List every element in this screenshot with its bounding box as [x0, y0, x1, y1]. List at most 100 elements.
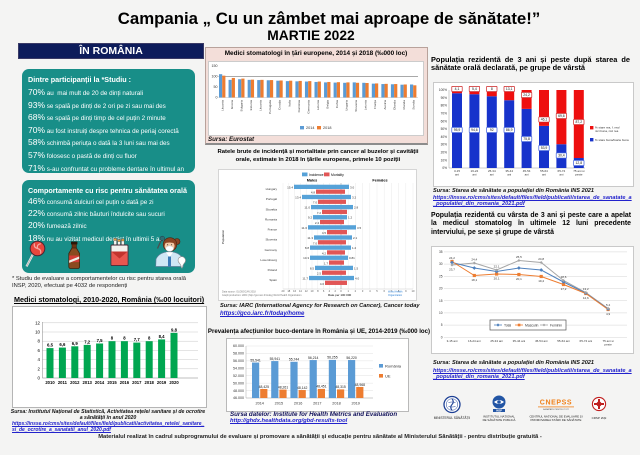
svg-text:2015: 2015 — [107, 380, 117, 385]
svg-text:4: 4 — [369, 289, 371, 293]
svg-text:ani: ani — [542, 172, 546, 176]
svg-text:50.000: 50.000 — [233, 381, 244, 385]
svg-text:1.7: 1.7 — [324, 262, 329, 266]
svg-text:20%: 20% — [441, 151, 448, 155]
svg-text:4.5: 4.5 — [322, 231, 327, 235]
svg-text:1.2: 1.2 — [348, 216, 353, 220]
svg-text:8.5: 8.5 — [310, 266, 315, 270]
svg-text:45-54: 45-54 — [523, 169, 531, 173]
svg-text:35: 35 — [439, 250, 443, 254]
svg-text:25,5: 25,5 — [516, 255, 522, 259]
svg-text:15.4: 15.4 — [287, 185, 293, 189]
svg-text:55,541: 55,541 — [250, 358, 260, 362]
svg-text:13,1: 13,1 — [506, 87, 513, 91]
svg-text:CNEPSS: CNEPSS — [540, 400, 572, 407]
svg-text:8: 8 — [111, 336, 114, 341]
svg-text:12,6: 12,6 — [583, 296, 589, 300]
svg-text:Slovakia: Slovakia — [266, 207, 278, 211]
svg-text:92: 92 — [490, 128, 494, 132]
svg-text:65-74: 65-74 — [558, 169, 566, 173]
svg-text:24,2: 24,2 — [523, 93, 530, 97]
svg-text:2019: 2019 — [157, 380, 167, 385]
svg-text:7: 7 — [391, 289, 393, 293]
svg-text:peste: peste — [604, 342, 612, 346]
svg-text:45-54 ani: 45-54 ani — [535, 339, 548, 343]
svg-text:18,6: 18,6 — [561, 275, 567, 279]
svg-text:ani: ani — [525, 172, 529, 176]
svg-text:6,6: 6,6 — [59, 342, 66, 347]
svg-text:8.8: 8.8 — [305, 246, 310, 250]
svg-text:12: 12 — [35, 320, 40, 325]
svg-text:10%: 10% — [441, 158, 448, 162]
svg-text:50%: 50% — [441, 127, 448, 131]
svg-text:87,2: 87,2 — [575, 120, 582, 124]
svg-text:Germany: Germany — [265, 248, 278, 252]
svg-text:Irlanda: Irlanda — [402, 100, 406, 110]
svg-text:Austria: Austria — [383, 100, 387, 110]
svg-text:3: 3 — [362, 289, 364, 293]
svg-text:50: 50 — [214, 85, 218, 89]
svg-text:48,451: 48,451 — [316, 385, 326, 389]
svg-text:% stare buna/foarte buna: % stare buna/foarte buna — [595, 138, 629, 142]
svg-text:18,1: 18,1 — [471, 278, 477, 282]
svg-text:Slovenia: Slovenia — [265, 238, 277, 242]
svg-text:2017: 2017 — [313, 402, 321, 406]
svg-text:11.0: 11.0 — [304, 206, 310, 210]
svg-text:56,214: 56,214 — [308, 356, 318, 360]
svg-text:94,6: 94,6 — [471, 128, 478, 132]
svg-text:15: 15 — [439, 299, 443, 303]
svg-text:56,255: 56,255 — [327, 356, 337, 360]
svg-text:100%: 100% — [439, 88, 447, 92]
svg-text:69,6: 69,6 — [558, 114, 565, 118]
svg-text:Males: Males — [307, 179, 318, 183]
svg-text:13,2: 13,2 — [583, 287, 589, 291]
svg-text:1.2: 1.2 — [352, 246, 357, 250]
svg-text:3-15 ani: 3-15 ani — [447, 339, 458, 343]
svg-text:Organization: Organization — [388, 294, 403, 297]
svg-text:2016: 2016 — [120, 380, 130, 385]
svg-text:14: 14 — [299, 289, 302, 293]
svg-text:Letonia: Letonia — [316, 100, 320, 110]
svg-text:2011: 2011 — [58, 380, 68, 385]
svg-text:1.5: 1.5 — [354, 266, 359, 270]
svg-text:7,7: 7,7 — [134, 337, 141, 342]
svg-text:55-64: 55-64 — [540, 169, 548, 173]
svg-text:Luxembourg: Luxembourg — [260, 258, 277, 262]
svg-text:55,941: 55,941 — [270, 357, 280, 361]
svg-text:2: 2 — [355, 289, 357, 293]
svg-text:Graph production: IARC (http:/: Graph production: IARC (http://gco.iarc.… — [222, 294, 302, 297]
svg-text:Letonia: Letonia — [364, 100, 368, 110]
svg-text:ani: ani — [455, 172, 459, 176]
svg-text:56,220: 56,220 — [346, 356, 356, 360]
svg-text:Population: Population — [221, 230, 225, 245]
svg-text:2.1: 2.1 — [353, 236, 358, 240]
svg-text:55,744: 55,744 — [289, 358, 299, 362]
svg-text:11.3: 11.3 — [307, 236, 313, 240]
svg-text:6: 6 — [323, 289, 325, 293]
svg-text:70%: 70% — [441, 112, 448, 116]
svg-text:5: 5 — [441, 323, 443, 327]
svg-text:16-24 ani: 16-24 ani — [468, 339, 481, 343]
svg-text:SANATATE PENTRU TOTI: SANATATE PENTRU TOTI — [543, 408, 570, 411]
svg-text:25: 25 — [439, 274, 443, 278]
svg-text:80%: 80% — [441, 104, 448, 108]
svg-text:48,425: 48,425 — [259, 385, 269, 389]
svg-text:8: 8 — [491, 87, 493, 91]
svg-text:8: 8 — [38, 339, 41, 344]
svg-text:60%: 60% — [441, 119, 448, 123]
svg-text:17,2: 17,2 — [561, 287, 567, 291]
svg-text:7.2: 7.2 — [317, 211, 322, 215]
svg-text:23,7: 23,7 — [449, 267, 455, 271]
svg-text:6,5: 6,5 — [47, 343, 54, 348]
svg-text:20: 20 — [282, 289, 285, 293]
svg-text:20,1: 20,1 — [494, 276, 500, 280]
svg-text:5: 5 — [376, 289, 378, 293]
svg-text:4,9: 4,9 — [606, 312, 611, 316]
svg-text:2020: 2020 — [169, 380, 179, 385]
svg-text:2019: 2019 — [351, 402, 359, 406]
svg-text:16: 16 — [293, 289, 296, 293]
svg-text:Slovacia: Slovacia — [354, 100, 358, 112]
svg-text:90%: 90% — [441, 96, 448, 100]
svg-text:1: 1 — [347, 289, 349, 293]
svg-text:Ungaria: Ungaria — [345, 100, 349, 111]
